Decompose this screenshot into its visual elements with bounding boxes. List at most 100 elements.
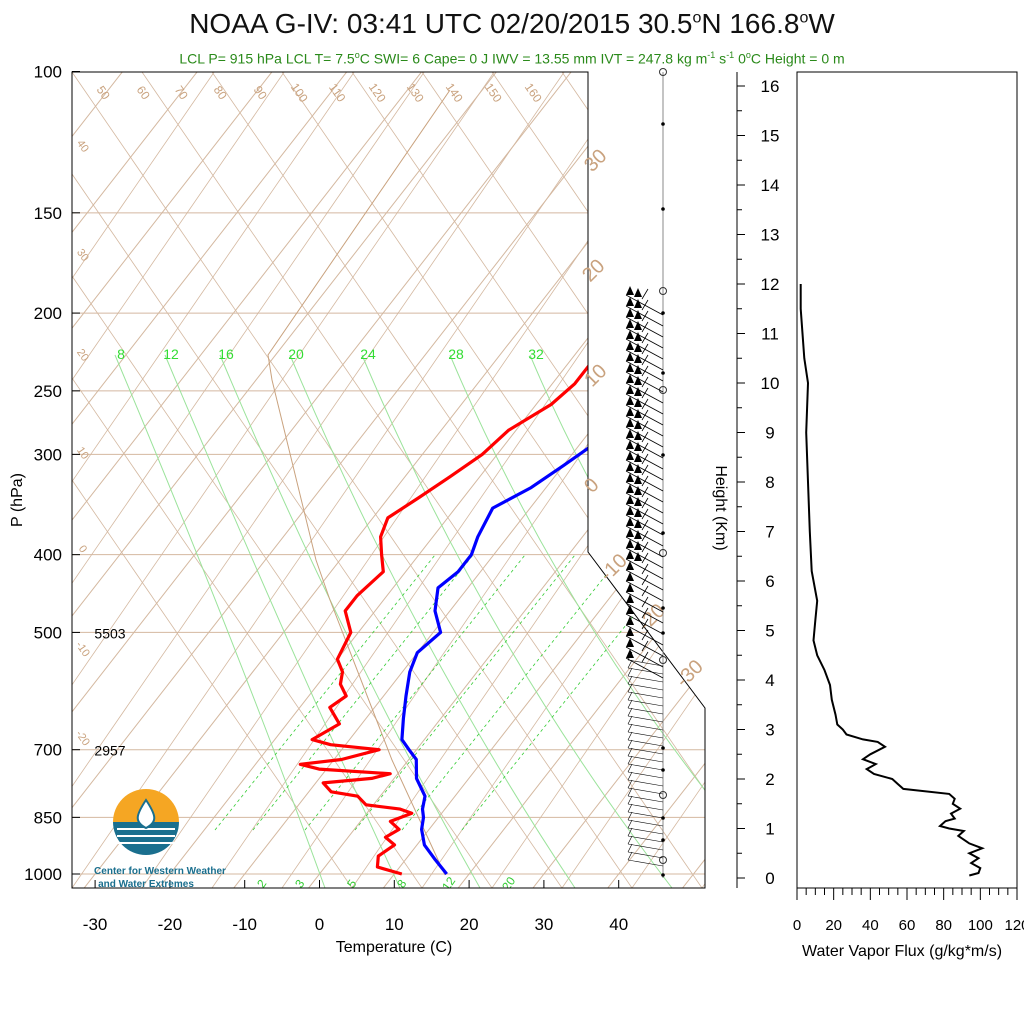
barb-staff — [627, 715, 664, 723]
barb-feather — [641, 464, 649, 476]
barb-staff — [625, 393, 664, 415]
barb-station-circle — [659, 287, 667, 295]
barb-pennant — [634, 387, 642, 396]
x-tick-label: 20 — [460, 915, 479, 934]
barb-pennant — [626, 517, 634, 526]
barb-dot — [661, 311, 665, 315]
barb-pennant — [626, 429, 634, 438]
mixing-ratio-line — [361, 354, 673, 888]
barb-station-circle — [659, 549, 667, 557]
subtitle-exp-1: -1 — [707, 50, 716, 60]
subtitle-part-e: C Height = 0 m — [750, 50, 845, 67]
flux-x-tick-label: 120 — [1004, 917, 1024, 934]
degree-sign-1: o — [692, 9, 702, 27]
barb-pennant — [634, 475, 642, 484]
barb-feather — [641, 365, 649, 377]
barb-feather — [641, 552, 649, 564]
mixing-ratio-line — [164, 354, 401, 888]
barb-pennant — [626, 286, 634, 295]
height-tick-label: 1 — [765, 820, 774, 839]
skew-t-frame — [71, 71, 706, 889]
barb-pennant — [634, 332, 642, 341]
barb-dot — [661, 606, 665, 610]
y-tick-label: 500 — [34, 623, 62, 642]
barb-feather — [641, 420, 649, 432]
barb-staff — [625, 426, 664, 448]
barb-feather — [641, 431, 649, 443]
dry-adiabat-line — [561, 72, 705, 888]
mixing-ratio-dashed-line — [461, 554, 683, 831]
barb-pennant — [634, 310, 642, 319]
right-skew-label: 0 — [580, 474, 603, 497]
barb-staff — [627, 771, 664, 779]
barb-dot — [661, 531, 665, 535]
barb-feather — [641, 563, 649, 575]
barb-feather — [641, 310, 649, 322]
barb-feather — [627, 763, 633, 773]
barb-pennant — [626, 506, 634, 515]
moist-adiabat-line — [72, 72, 563, 888]
barb-pennant — [634, 409, 642, 418]
barb-staff — [625, 349, 664, 371]
barb-pennant — [626, 572, 634, 581]
barb-staff — [627, 683, 664, 691]
barb-feather — [641, 486, 649, 498]
barb-staff — [625, 437, 664, 459]
barb-feather — [627, 851, 633, 861]
chart-title: NOAA G-IV: 03:41 UTC 02/20/2015 30.5oN 1… — [0, 8, 1024, 40]
barb-pennant — [634, 398, 642, 407]
barb-pennant — [626, 363, 634, 372]
barb-pennant — [634, 343, 642, 352]
barb-pennant — [626, 308, 634, 317]
barb-feather — [627, 651, 633, 661]
theta-label: 80 — [211, 83, 230, 102]
barb-staff — [625, 448, 664, 470]
barb-pennant — [626, 396, 634, 405]
right-skew-label: -30 — [672, 656, 708, 692]
barb-feather — [627, 835, 633, 845]
barb-feather — [641, 508, 649, 520]
barb-feather — [641, 398, 649, 410]
theta-label: 140 — [443, 80, 466, 105]
cw3e-logo: Center for Western Weather and Water Extr… — [94, 789, 226, 890]
flux-x-tick-label: 60 — [899, 917, 916, 934]
barb-feather — [627, 795, 633, 805]
isotherm-line — [72, 72, 273, 888]
barb-staff — [625, 613, 664, 635]
barb-staff — [625, 602, 664, 624]
barb-pennant — [626, 297, 634, 306]
barb-pennant — [626, 638, 634, 647]
barb-pennant — [634, 497, 642, 506]
mixing-ratio-top-label: 12 — [163, 346, 179, 362]
barb-pennant — [626, 473, 634, 482]
wind-barbs — [625, 68, 667, 878]
barb-pennant — [626, 407, 634, 416]
barb-staff — [625, 536, 664, 558]
barb-pennant — [634, 552, 642, 561]
theta-label: 90 — [251, 83, 270, 102]
barb-pennant — [626, 385, 634, 394]
dry-adiabat-line — [141, 72, 705, 888]
barb-dot — [661, 746, 665, 750]
barb-feather — [641, 530, 649, 542]
x-tick-label: 10 — [385, 915, 404, 934]
dry-adiabat-line — [912, 0, 1024, 888]
skew-label: -10 — [73, 639, 92, 659]
isotherm-line — [156, 72, 705, 888]
moist-adiabat-line — [701, 72, 705, 888]
barb-feather — [641, 409, 649, 421]
mixing-ratio-top-label: 32 — [528, 346, 544, 362]
flux-x-tick-label: 0 — [793, 917, 801, 934]
height-tick-label: 13 — [761, 226, 780, 245]
barb-pennant — [626, 319, 634, 328]
dry-adiabat-line — [72, 72, 493, 888]
mixing-ratio-top-label: 20 — [288, 346, 304, 362]
barb-station-circle — [659, 68, 667, 76]
theta-label: 100 — [288, 80, 311, 105]
height-tick-label: 0 — [765, 869, 774, 888]
x-tick-label: -30 — [83, 915, 108, 934]
barb-staff — [625, 371, 664, 393]
barb-feather — [627, 683, 633, 693]
temperature-series-line — [298, 294, 668, 876]
barb-feather — [641, 629, 649, 641]
